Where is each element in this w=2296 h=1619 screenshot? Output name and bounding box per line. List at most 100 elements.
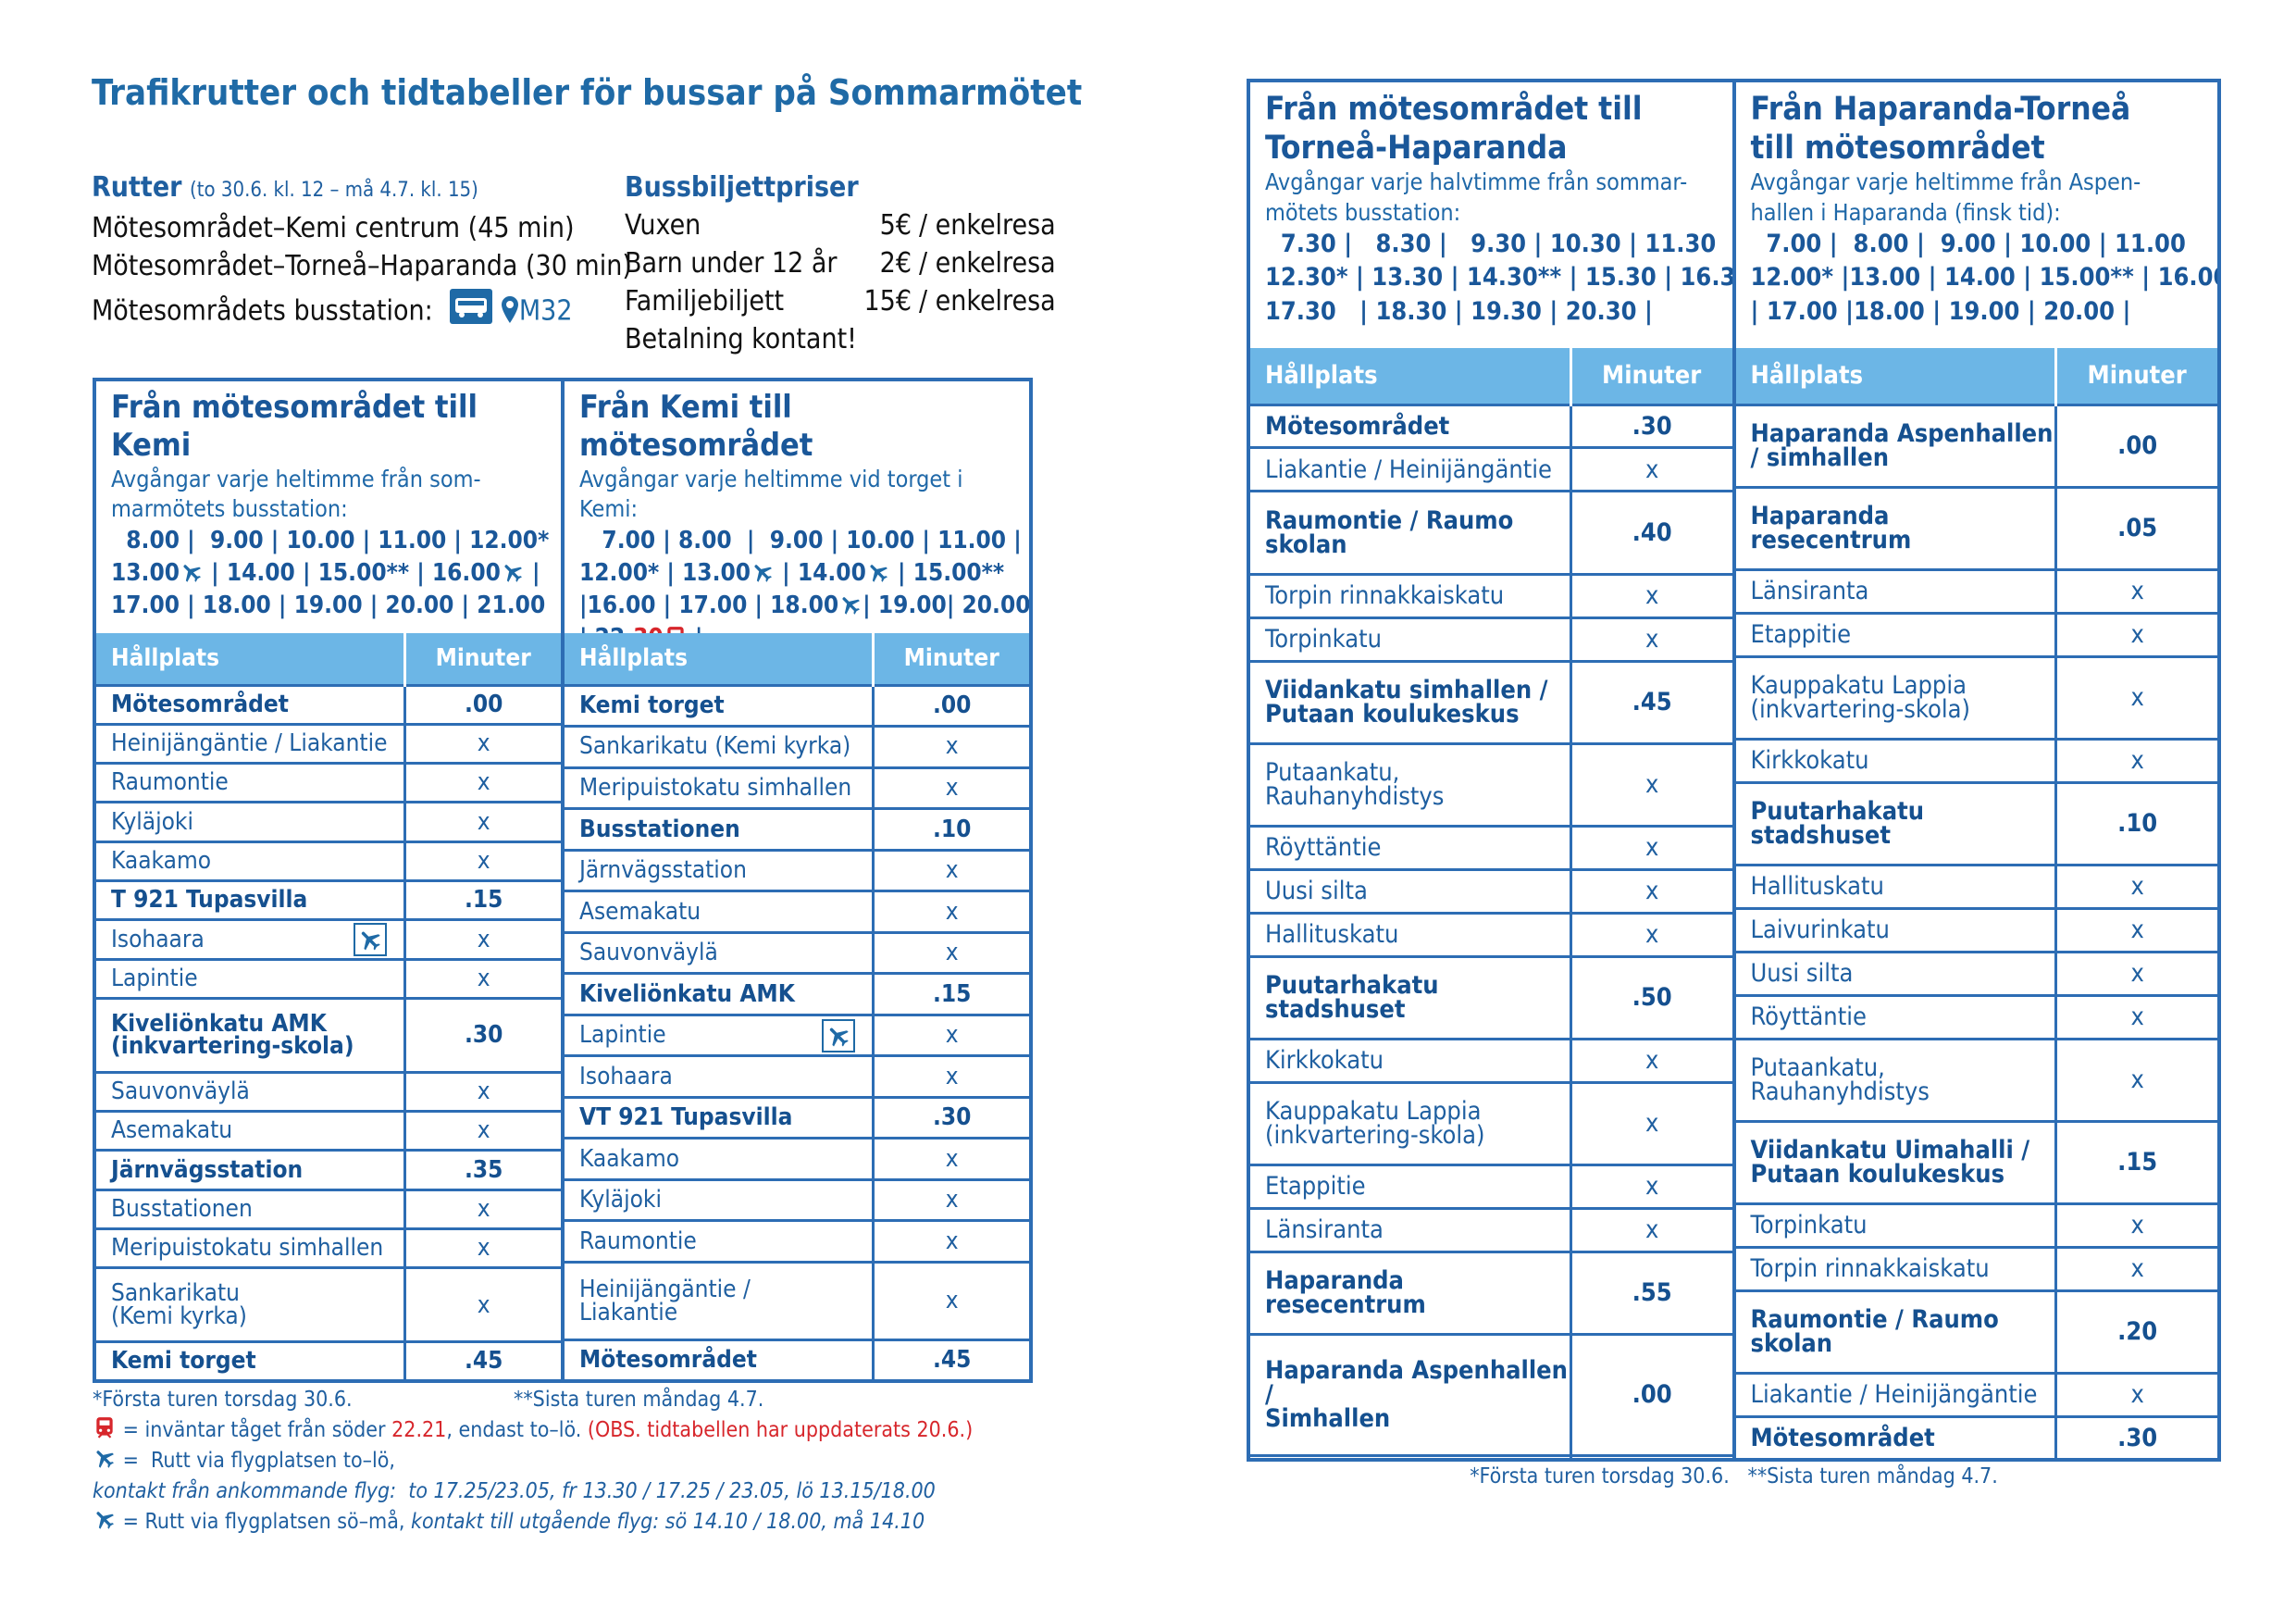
header-row: Hållplats Minuter <box>96 633 561 685</box>
text-segment: | 17.00 |18.00 | 19.00 | 20.00 | <box>1750 296 2131 326</box>
column-header: Hållplats <box>1250 348 1571 405</box>
stop-name: Viidankatu simhallen / Putaan koulukesku… <box>1250 659 1571 744</box>
footnote-line: = inväntar tåget från söder 22.21, endas… <box>93 1415 973 1446</box>
stop-minutes: .45 <box>1569 659 1732 744</box>
departure-line: 7.30 | 8.30 | 9.30 | 10.30 | 11.30 <box>1265 228 1719 261</box>
stop-name: Kemi torget <box>565 683 874 727</box>
footnote-line: = Rutt via flygplatsen sö–må, kontakt ti… <box>93 1507 973 1538</box>
text-segment: (OBS. tidtabellen har uppdaterats 20.6.) <box>587 1418 974 1442</box>
timetable-description: Avgångar varje heltimme från som- marmöt… <box>111 465 481 523</box>
stop-row: Puutarhakatu stadshuset .50 <box>1250 954 1732 1040</box>
stop-row: Viidankatu simhallen / Putaan koulukesku… <box>1250 659 1732 744</box>
footnote-line: *Första turen torsdag 30.6. **Sista turen… <box>93 1385 973 1415</box>
stop-name: Meripuistokatu simhallen <box>565 766 874 809</box>
stop-row: Laivurinkatu x <box>1735 906 2217 953</box>
stop-name: Torpin rinnakkaiskatu <box>1735 1245 2056 1291</box>
text-segment: | 22. <box>579 624 633 633</box>
stop-name: Torpin rinnakkaiskatu <box>1250 572 1571 618</box>
stop-minutes: x <box>403 801 561 842</box>
stop-minutes: x <box>1569 911 1732 957</box>
text-segment: | 14.00 | 15.00** | 16.00 <box>204 558 501 587</box>
stop-row: Busstationen .10 <box>565 807 1029 851</box>
departure-line: | 17.00 |18.00 | 19.00 | 20.00 | <box>1751 295 2205 329</box>
stop-name: Kauppakatu Lappia (inkvartering-skola) <box>1250 1080 1571 1165</box>
stop-row: Mötesområdet .45 <box>565 1339 1029 1379</box>
plane-icon <box>183 564 201 582</box>
plane-icon <box>96 1512 114 1530</box>
departure-line: 7.00 | 8.00 | 9.00 | 10.00 | 11.00 | <box>579 525 1021 557</box>
stop-name: Haparanda resecentrum <box>1250 1250 1571 1335</box>
column-header: Hållplats <box>565 633 874 685</box>
stop-name: Heinijängäntie / Liakantie <box>565 1260 874 1340</box>
stop-name: Kauppakatu Lappia (inkvartering-skola) <box>1735 654 2056 740</box>
stop-name: Mötesområdet <box>96 683 405 725</box>
stop-row: Mötesområdet .30 <box>1250 403 1732 448</box>
departure-line: 7.00 | 8.00 | 9.00 | 10.00 | 11.00 <box>1751 228 2205 261</box>
text-segment: 7.30 | 8.30 | 9.30 | 10.30 | 11.30 <box>1265 230 1717 258</box>
timetable: Från Haparanda-Torneå till mötesområdet A… <box>1731 82 2218 1458</box>
stop-row: Asemakatu x <box>565 890 1029 933</box>
route: Mötesområdet–Kemi centrum (45 min) <box>92 212 575 244</box>
stop-minutes: x <box>1569 446 1732 492</box>
departure-line: |16.00 | 17.00 | 18.00 | 19.00| 20.00 <box>579 590 1029 622</box>
stop-minutes: .15 <box>2054 1119 2217 1204</box>
timetable-title: Från Kemi till mötesområdet <box>579 389 813 464</box>
stop-minutes: .55 <box>1569 1250 1732 1335</box>
price-cell: Vuxen <box>625 209 701 242</box>
column-header: Hållplats <box>1735 348 2056 405</box>
stop-row: Raumontie x <box>96 762 561 803</box>
column-header: Minuter <box>872 633 1029 685</box>
text-segment: = Rutt via flygplatsen sö–må, <box>117 1510 412 1534</box>
stop-name: Busstationen <box>96 1188 405 1229</box>
stop-name: Mötesområdet <box>565 1339 874 1379</box>
stop-name: Etappitie <box>1735 611 2056 657</box>
text-segment: 22.21 <box>391 1418 447 1442</box>
text-segment: = inväntar tåget från söder <box>117 1418 392 1442</box>
column-header: Hållplats <box>96 633 405 685</box>
stop-row: Etappitie x <box>1250 1163 1732 1209</box>
stop-row: Torpinkatu x <box>1250 616 1732 661</box>
stop-row: Torpin rinnakkaiskatu x <box>1250 572 1732 618</box>
stop-name: Röyttäntie <box>1735 993 2056 1040</box>
stop-minutes: x <box>2054 863 2217 909</box>
departure-line: 12.30* | 13.30 | 14.30** | 15.30 | 16.30 <box>1265 261 1732 294</box>
stop-name: Lapintie <box>565 1013 874 1056</box>
price-cell: / enkelresa <box>919 247 1056 280</box>
stop-minutes: x <box>2054 993 2217 1040</box>
stop-row: Puutarhakatu stadshuset .10 <box>1735 780 2217 866</box>
price-cell: / enkelresa <box>919 209 1056 242</box>
stops-table: Hållplats Minuter Mötesområdet .30 Liakantie… <box>1250 348 1732 1458</box>
text-segment: 12.00* |13.00 | 14.00 | 15.00** | 16.00 <box>1750 263 2218 293</box>
stop-minutes: .00 <box>403 683 561 725</box>
text-segment: 12.30* | 13.30 | 14.30** | 15.30 | 16.30 <box>1265 263 1732 293</box>
stop-minutes: x <box>872 1260 1029 1340</box>
stop-row: Heinijängäntie / Liakantie x <box>96 722 561 764</box>
stop-minutes: x <box>403 762 561 803</box>
stop-name: Puutarhakatu stadshuset <box>1250 954 1571 1040</box>
stop-minutes: x <box>872 1137 1029 1180</box>
stop-name: Raumontie <box>96 762 405 803</box>
stop-row: Torpin rinnakkaiskatu x <box>1735 1245 2217 1291</box>
stop-minutes: x <box>403 1266 561 1342</box>
stop-minutes: x <box>2054 611 2217 657</box>
timetable-title: Från mötesområdet till Torneå-Haparanda <box>1265 91 1643 167</box>
stop-name: Sauvonväylä <box>565 930 874 974</box>
stop-name: Kiveliönkatu AMK <box>565 972 874 1015</box>
stop-name: Putaankatu, Rauhanyhdistys <box>1735 1037 2056 1122</box>
stop-minutes: .45 <box>872 1339 1029 1379</box>
stop-minutes: x <box>1569 824 1732 870</box>
stop-name: T 921 Tupasvilla <box>96 878 405 920</box>
stop-name: Putaankatu, Rauhanyhdistys <box>1250 741 1571 827</box>
price-cell: / enkelresa <box>919 285 1056 318</box>
stop-minutes: .20 <box>2054 1289 2217 1374</box>
stop-row: Heinijängäntie / Liakantie x <box>565 1260 1029 1340</box>
plane-icon <box>362 931 381 951</box>
plane-icon <box>870 564 887 582</box>
text-segment: | <box>688 624 703 633</box>
text-segment: 7.00 | 8.00 | 9.00 | 10.00 | 11.00 <box>1750 230 2186 258</box>
stop-name: Järnvägsstation <box>96 1149 405 1190</box>
stop-minutes: x <box>872 1177 1029 1221</box>
stop-row: Järnvägsstation x <box>565 848 1029 891</box>
stop-row: Putaankatu, Rauhanyhdistys x <box>1250 741 1732 827</box>
